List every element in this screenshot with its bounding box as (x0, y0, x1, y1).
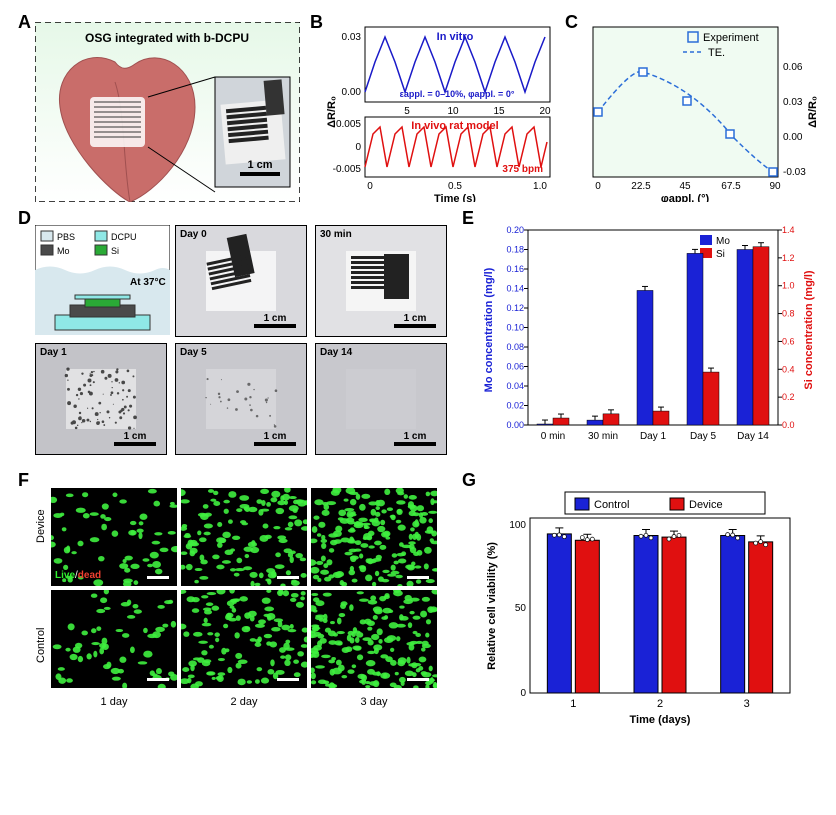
svg-text:0.03: 0.03 (783, 97, 803, 108)
svg-text:2: 2 (657, 698, 663, 710)
panel-f: 1 day2 day3 day Device Control Live/dead (35, 488, 450, 738)
svg-text:0.16: 0.16 (506, 264, 524, 274)
svg-text:Si: Si (716, 249, 725, 260)
svg-text:Time (s): Time (s) (434, 193, 476, 202)
svg-text:Time (days): Time (days) (630, 714, 691, 726)
svg-text:Si concentration (mg/l): Si concentration (mg/l) (803, 270, 815, 390)
panel-label-c: C (565, 12, 578, 33)
panel-e: Mo Si 0.00 0.02 0.04 0.06 0.08 0.10 0.12 0.14 0.… (480, 220, 820, 460)
svg-text:0.06: 0.06 (506, 362, 524, 372)
svg-text:100: 100 (509, 520, 526, 531)
svg-text:1.4: 1.4 (782, 225, 795, 235)
svg-text:1.0: 1.0 (533, 181, 547, 192)
svg-text:0.03: 0.03 (342, 32, 362, 43)
svg-text:Experiment: Experiment (703, 32, 759, 44)
svg-text:1: 1 (570, 698, 576, 710)
svg-text:0.20: 0.20 (506, 225, 524, 235)
svg-text:PBS: PBS (57, 232, 75, 242)
svg-text:Device: Device (689, 499, 723, 511)
svg-text:-0.03: -0.03 (783, 167, 806, 178)
svg-text:0.005: 0.005 (336, 119, 361, 130)
svg-text:Day 5: Day 5 (690, 431, 717, 442)
svg-text:3: 3 (744, 698, 750, 710)
svg-text:εappl. = 0–10%, φappl. = 0°: εappl. = 0–10%, φappl. = 0° (400, 89, 515, 99)
svg-text:0.02: 0.02 (506, 401, 524, 411)
panel-label-a: A (18, 12, 31, 33)
svg-text:0: 0 (355, 142, 361, 153)
svg-text:22.5: 22.5 (631, 181, 651, 192)
svg-text:1 cm: 1 cm (264, 313, 287, 324)
svg-text:Si: Si (111, 246, 119, 256)
svg-text:0.10: 0.10 (506, 323, 524, 333)
panel-a-title: OSG integrated with b-DCPU (85, 31, 249, 45)
panel-label-g: G (462, 470, 476, 491)
panel-label-f: F (18, 470, 29, 491)
svg-text:0.00: 0.00 (342, 87, 362, 98)
svg-text:0.00: 0.00 (506, 420, 524, 430)
svg-text:15: 15 (493, 106, 505, 117)
svg-text:0.00: 0.00 (783, 132, 803, 143)
svg-text:-0.005: -0.005 (333, 164, 362, 175)
svg-text:50: 50 (515, 603, 527, 614)
svg-text:90: 90 (769, 181, 781, 192)
svg-text:ΔR/R₀: ΔR/R₀ (326, 96, 338, 128)
svg-text:Mo concentration (mg/l): Mo concentration (mg/l) (483, 267, 495, 392)
svg-text:φappl. (°): φappl. (°) (661, 193, 710, 202)
svg-text:1 cm: 1 cm (247, 159, 272, 171)
panel-d: PBS DCPU Mo Si At 37°C Day 0 1 cm 30 min (35, 225, 450, 455)
svg-text:0.18: 0.18 (506, 245, 524, 255)
svg-text:In vitro: In vitro (437, 31, 474, 43)
svg-text:0.5: 0.5 (448, 181, 462, 192)
panel-label-b: B (310, 12, 323, 33)
svg-text:0.2: 0.2 (782, 392, 795, 402)
svg-text:0.0: 0.0 (782, 420, 795, 430)
svg-text:Mo: Mo (716, 236, 730, 247)
svg-text:At 37°C: At 37°C (130, 277, 166, 288)
svg-text:0.6: 0.6 (782, 336, 795, 346)
svg-text:0.08: 0.08 (506, 342, 524, 352)
svg-text:20: 20 (539, 106, 551, 117)
svg-text:0: 0 (595, 181, 601, 192)
panel-c: Experiment TE. -0.03 0.00 0.03 0.06 ΔR/R… (583, 22, 818, 202)
svg-text:Control: Control (594, 499, 629, 511)
svg-text:45: 45 (679, 181, 691, 192)
svg-text:Relative cell viability (%): Relative cell viability (%) (486, 542, 498, 670)
panel-a: OSG integrated with b-DCPU 1 cm (35, 22, 300, 202)
svg-text:1 cm: 1 cm (264, 431, 287, 442)
svg-text:Mo: Mo (57, 246, 70, 256)
svg-text:1 cm: 1 cm (124, 431, 147, 442)
panel-label-d: D (18, 208, 31, 229)
svg-text:0: 0 (367, 181, 373, 192)
svg-text:67.5: 67.5 (721, 181, 741, 192)
svg-text:5: 5 (404, 106, 410, 117)
svg-text:1.2: 1.2 (782, 253, 795, 263)
svg-text:1 cm: 1 cm (404, 431, 427, 442)
svg-text:0: 0 (520, 688, 526, 699)
svg-text:Day 14: Day 14 (737, 431, 769, 442)
svg-text:1.0: 1.0 (782, 281, 795, 291)
svg-text:0.8: 0.8 (782, 309, 795, 319)
svg-text:TE.: TE. (708, 47, 725, 59)
svg-text:375 bpm: 375 bpm (502, 164, 543, 175)
panel-label-e: E (462, 208, 474, 229)
panel-g: Control Device 0 50 100 Relative cell vi… (480, 488, 820, 738)
svg-text:0.12: 0.12 (506, 303, 524, 313)
panel-b: In vitro εappl. = 0–10%, φappl. = 0° 0.0… (325, 22, 560, 202)
svg-text:1 cm: 1 cm (404, 313, 427, 324)
svg-text:0.14: 0.14 (506, 284, 524, 294)
svg-text:10: 10 (447, 106, 459, 117)
svg-text:0.4: 0.4 (782, 364, 795, 374)
svg-text:DCPU: DCPU (111, 232, 137, 242)
svg-text:Day 1: Day 1 (640, 431, 667, 442)
svg-text:0.06: 0.06 (783, 62, 803, 73)
svg-text:ΔR/R₀: ΔR/R₀ (807, 96, 818, 128)
svg-text:0 min: 0 min (541, 431, 565, 442)
svg-text:30 min: 30 min (588, 431, 618, 442)
svg-text:0.04: 0.04 (506, 381, 524, 391)
